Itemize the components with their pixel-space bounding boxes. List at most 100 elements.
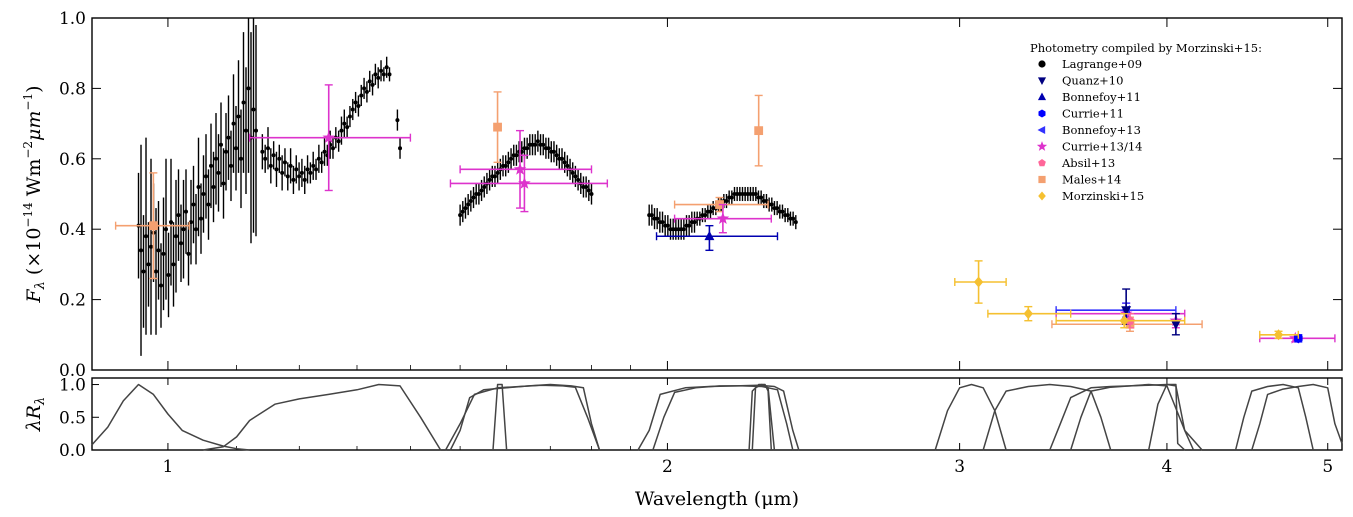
spectrum-point <box>214 156 219 161</box>
spectrum-point <box>229 163 234 168</box>
spectrum-point <box>367 79 372 84</box>
spectrum-point <box>268 163 273 168</box>
ylabel-exp3: −1 <box>21 93 35 111</box>
spectrum-point <box>353 100 358 105</box>
spectrum-point <box>384 65 389 70</box>
spectrum-point <box>565 163 570 168</box>
spectrum-point <box>387 72 392 77</box>
spectrum-point <box>533 142 538 147</box>
spectrum-point <box>506 160 511 165</box>
spectrum-point <box>554 153 559 158</box>
filter-curve <box>492 383 508 451</box>
legend-marker <box>1037 92 1047 101</box>
spectrum-point <box>226 135 231 140</box>
spectrum-point <box>201 192 206 196</box>
filter-y-tick-label: 1.0 <box>59 376 86 396</box>
spectrum-point <box>186 251 191 256</box>
legend-entry-label: Bonnefoy+11 <box>1062 90 1141 104</box>
photometry-point <box>322 131 336 144</box>
legend: Photometry compiled by Morzinski+15: Lagr… <box>1030 41 1262 203</box>
legend-marker <box>1037 77 1047 85</box>
legend-entry-label: Morzinski+15 <box>1062 189 1144 203</box>
spectrum-point <box>780 209 785 214</box>
filter-y-tick-label: 0.5 <box>59 408 86 428</box>
filter-curve <box>1049 383 1203 451</box>
main-y-axis-label: Fλ (×10−14 Wm−2μm−1) <box>21 85 48 303</box>
spectrum-point <box>379 68 384 73</box>
spectrum-point <box>471 195 476 200</box>
legend-marker <box>1038 158 1046 167</box>
photometry-point <box>716 212 730 224</box>
spectrum-point <box>184 209 189 214</box>
spectrum-point <box>692 220 697 225</box>
spectrum-point <box>562 160 567 165</box>
main-y-ticks: 0.0 0.2 0.4 0.6 0.8 1.0 <box>59 9 1342 381</box>
spectrum-point <box>775 206 780 211</box>
ylabel-rest: (×10 <box>23 228 45 282</box>
spectrum-point <box>149 244 154 249</box>
spectrum-point <box>179 241 184 246</box>
spectrum-point <box>221 181 226 186</box>
spectrum-point <box>509 156 514 161</box>
ylabel-exp2: −2 <box>21 141 35 159</box>
x-tick-label: 1 <box>163 457 174 477</box>
spectrum-point <box>573 174 578 179</box>
spectrum-point <box>144 234 149 239</box>
spectrum-point <box>525 146 530 151</box>
spectrum-point <box>206 202 211 207</box>
spectrum-point <box>166 272 171 277</box>
photometry-point <box>704 230 715 241</box>
spectrum-point <box>479 188 484 193</box>
spectrum-point <box>274 167 279 172</box>
spectrum-point <box>791 216 796 221</box>
spectrum-point <box>194 227 199 232</box>
spectrum-point <box>345 125 350 130</box>
spectrum-point <box>280 170 285 175</box>
spectrum-point <box>209 163 214 168</box>
spectrum-point <box>769 202 774 207</box>
spectrum-point <box>370 82 375 87</box>
spectrum-point <box>460 209 465 214</box>
spectrum-point <box>350 107 355 112</box>
spectrum-point <box>164 227 169 232</box>
spectrum-point <box>356 104 361 108</box>
spectrum-point <box>174 234 179 239</box>
spectrum-point <box>476 192 481 196</box>
filter-ylabel-main: λR <box>23 405 45 432</box>
spectrum-point <box>703 213 708 218</box>
spectrum-series <box>136 18 798 356</box>
spectrum-point <box>584 184 589 189</box>
spectrum-point <box>373 72 378 77</box>
spectrum-point <box>282 160 287 165</box>
legend-entry-label: Currie+11 <box>1062 107 1124 121</box>
spectrum-point <box>263 156 268 161</box>
photometry-point <box>1023 308 1033 320</box>
photometry-point <box>1273 329 1284 341</box>
spectrum-point <box>196 184 201 189</box>
spectrum-point <box>576 177 581 182</box>
spectrum-point <box>169 220 174 225</box>
spectrum-point <box>308 170 313 175</box>
spectrum-point <box>681 227 686 232</box>
spectrum-point <box>660 220 665 225</box>
spectrum-point <box>395 118 400 123</box>
spectrum-point <box>236 114 241 119</box>
x-tick-label: 5 <box>1322 457 1333 477</box>
spectrum-point <box>514 153 519 158</box>
spectrum-point <box>246 86 251 91</box>
spectrum-point <box>271 153 276 158</box>
spectrum-point <box>793 220 798 225</box>
spectrum-point <box>339 128 344 133</box>
filter-y-ticks: 0.0 0.5 1.0 <box>59 376 99 461</box>
photometry-point <box>1170 320 1181 330</box>
spectrum-point <box>191 202 196 207</box>
x-tick-label: 4 <box>1162 457 1173 477</box>
main-y-tick-label: 0.6 <box>59 150 86 170</box>
spectrum-point <box>171 262 176 267</box>
filter-curve <box>91 383 250 451</box>
spectrum-point <box>381 72 386 77</box>
ylabel-exp: −14 <box>21 202 35 228</box>
photometry-point <box>1121 306 1132 316</box>
spectrum-point <box>234 146 239 151</box>
legend-marker <box>1038 175 1046 184</box>
